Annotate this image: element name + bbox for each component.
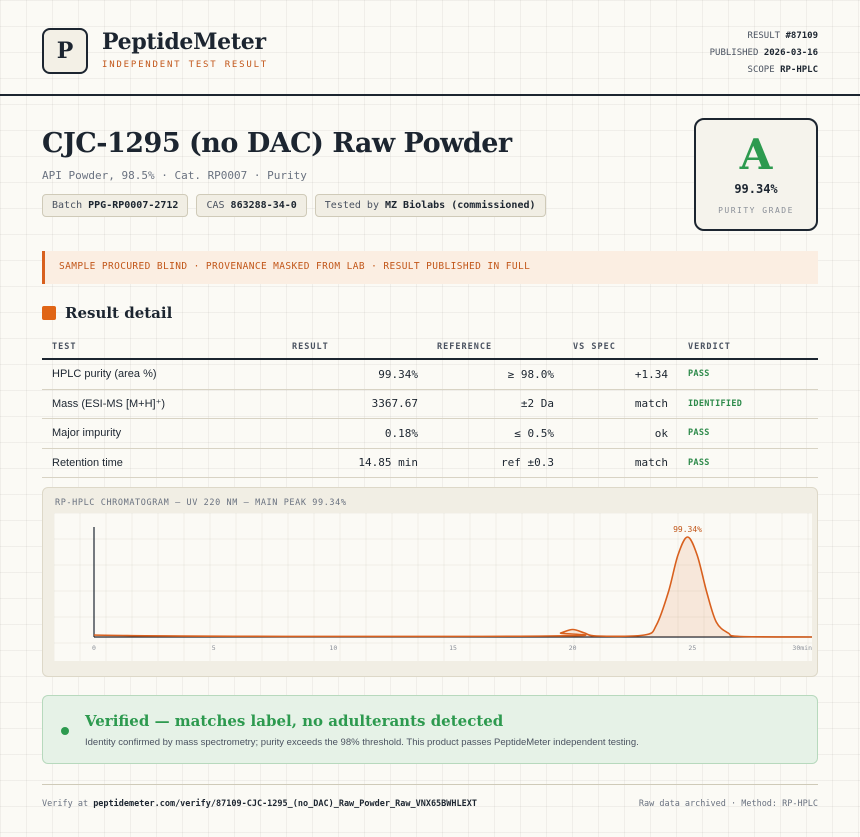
verified-title: Verified — matches label, no adulterants… [85,712,504,730]
section-header: Result detail [42,304,172,322]
brand-name[interactable]: PeptideMeter [102,29,266,55]
cell-vs-spec: +1.34 [634,367,668,381]
verified-banner: Verified — matches label, no adulterants… [42,695,818,764]
cell-reference: ≤ 0.5% [514,426,554,440]
x-tick-label: 10 [329,644,337,652]
result-meta: RESULT #87109 PUBLISHED 2026-03-16 SCOPE… [710,28,818,79]
cell-result: 14.85 min [358,456,418,470]
cell-vs-spec: match [634,456,668,470]
chromatogram-panel: RP-HPLC CHROMATOGRAM — UV 220 NM — MAIN … [42,487,818,677]
chromatogram-title: RP-HPLC CHROMATOGRAM — UV 220 NM — MAIN … [55,498,347,508]
cas-chip: CAS 863288-34-0 [196,194,307,217]
cell-verdict: PASS [688,428,710,439]
grade-value: 99.34% [734,182,778,196]
x-tick-labels: 0 5 10 15 20 25 30min [92,644,812,652]
tested-by-chip: Tested by MZ Biolabs (commissioned) [314,194,546,217]
grade-letter: A [739,130,773,179]
blind-sample-notice: SAMPLE PROCURED BLIND · PROVENANCE MASKE… [42,251,818,284]
x-tick-label: 30min [792,644,812,652]
cell-verdict: PASS [688,457,710,468]
x-tick-label: 0 [92,644,96,652]
brand-subtitle: INDEPENDENT TEST RESULT [102,60,269,70]
header-result: RESULT [292,342,329,352]
verify-link[interactable]: peptidemeter.com/verify/87109-CJC-1295_(… [93,799,477,809]
cell-verdict: PASS [688,369,710,380]
header-test: TEST [52,342,77,352]
cell-test: HPLC purity (area %) [52,368,157,381]
footer-verify: Verify at peptidemeter.com/verify/87109-… [42,799,477,809]
cell-result: 3367.67 [371,397,418,411]
x-tick-label: 20 [569,644,577,652]
cell-vs-spec: match [634,397,668,411]
chromatogram-trace [93,536,812,638]
batch-chip: Batch PPG-RP0007-2712 [42,194,189,217]
cell-reference: ref ±0.3 [501,456,554,470]
table-row: Retention time 14.85 min ref ±0.3 match … [42,449,818,478]
table-header: TEST RESULT REFERENCE VS SPEC VERDICT [42,336,818,360]
published-date: PUBLISHED 2026-03-16 [709,48,818,58]
cell-test: Mass (ESI-MS [M+H]⁺) [52,398,166,411]
cell-reference: ±2 Da [520,397,554,411]
table-row: Major impurity 0.18% ≤ 0.5% ok PASS [42,419,818,449]
header-vs-spec: VS SPEC [573,342,616,352]
cell-result: 99.34% [378,367,418,381]
chromatogram-chart: 99.34% 0 5 10 15 20 25 30min [54,513,812,661]
grade-label: PURITY GRADE [718,206,794,215]
table-row: HPLC purity (area %) 99.34% ≥ 98.0% +1.3… [42,360,818,390]
cell-verdict: IDENTIFIED [688,398,743,409]
cell-test: Major impurity [52,427,122,440]
product-subtitle: API Powder, 98.5% · Cat. RP0007 · Purity [42,169,307,182]
header-reference: REFERENCE [437,342,493,352]
purity-grade-card: A 99.34% PURITY GRADE [694,118,818,231]
scope: SCOPE RP-HPLC [747,65,818,75]
result-table: TEST RESULT REFERENCE VS SPEC VERDICT HP… [42,336,818,478]
header: P PeptideMeter INDEPENDENT TEST RESULT R… [0,0,860,96]
table-row: Mass (ESI-MS [M+H]⁺) 3367.67 ±2 Da match… [42,390,818,419]
cell-result: 0.18% [384,426,418,440]
verified-text: Identity confirmed by mass spectrometry;… [85,737,639,748]
product-chips: Batch PPG-RP0007-2712 CAS 863288-34-0 Te… [42,194,546,217]
section-title: Result detail [65,304,173,322]
peak-label: 99.34% [673,525,702,534]
cell-test: Retention time [52,456,123,469]
header-verdict: VERDICT [688,342,731,352]
result-id: RESULT #87109 [747,31,818,41]
footer-archive: Raw data archived · Method: RP-HPLC [638,799,818,809]
x-tick-label: 25 [688,644,696,652]
cell-vs-spec: ok [654,426,668,440]
section-marker-icon [42,306,56,320]
cell-reference: ≥ 98.0% [507,367,554,381]
logo[interactable]: P [42,28,88,74]
x-tick-label: 5 [212,644,216,652]
x-tick-label: 15 [449,644,457,652]
verified-dot-icon [61,727,69,735]
product-title: CJC-1295 (no DAC) Raw Powder [42,128,512,159]
footer-divider [42,784,818,785]
